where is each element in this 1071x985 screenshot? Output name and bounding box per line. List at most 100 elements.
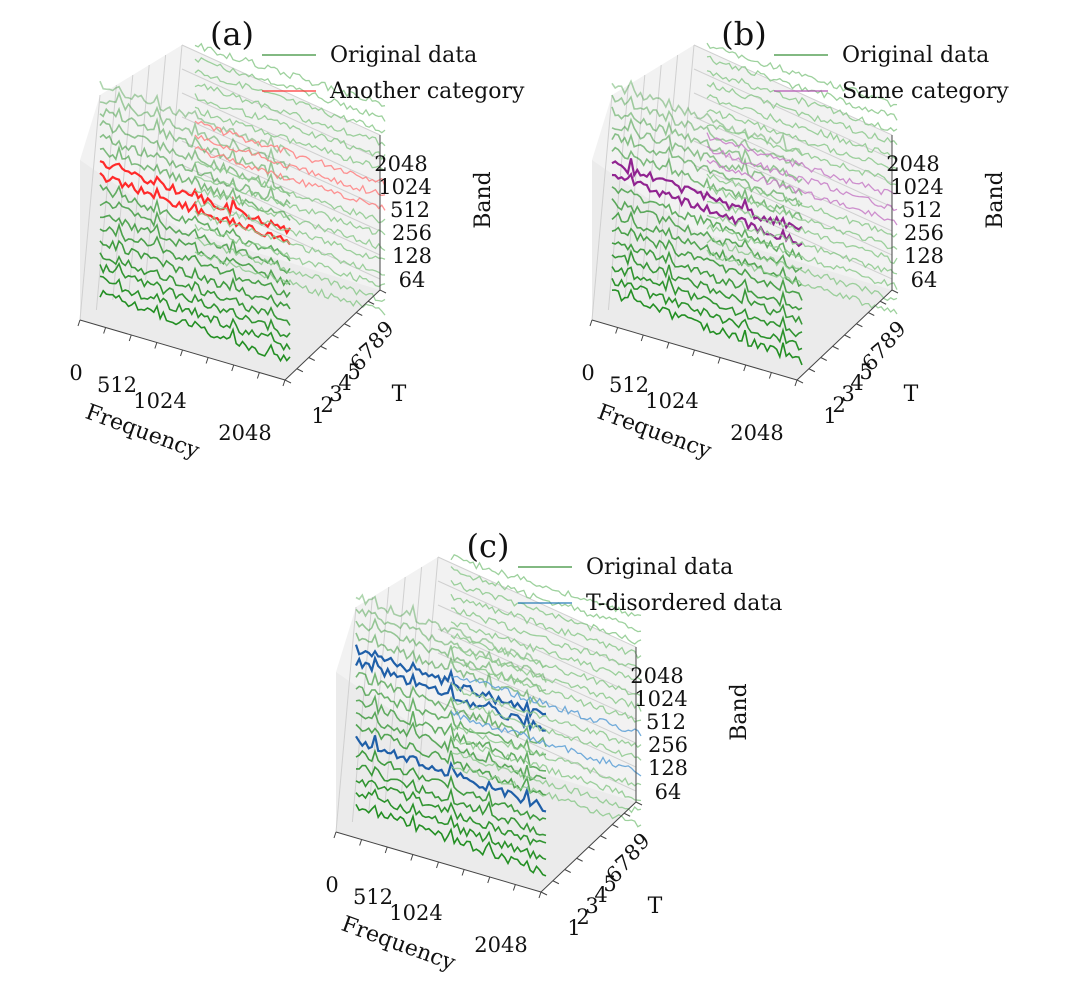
- original-series-line: [706, 70, 898, 132]
- original-series-line: [194, 251, 386, 316]
- t-tick-mark: [284, 379, 292, 384]
- band-tick-label: 256: [904, 221, 944, 245]
- t-axis-label: T: [392, 382, 407, 407]
- highlight-series-line: [450, 675, 642, 737]
- highlight-series-line: [194, 120, 386, 187]
- original-series-line: [450, 765, 642, 828]
- t-tick-label: 5: [859, 360, 872, 384]
- t-tick-mark: [320, 345, 327, 350]
- grid-line: [591, 94, 613, 321]
- grid-line: [181, 140, 381, 232]
- t-tick-mark: [308, 357, 315, 361]
- grid-line: [693, 116, 893, 208]
- band-axis-label: Band: [727, 683, 752, 741]
- original-series-line: [450, 683, 642, 749]
- original-series-line: [355, 748, 547, 822]
- frequency-tick-mark: [103, 327, 107, 334]
- t-tick-label: 4: [338, 371, 351, 395]
- t-tick-label: 1: [567, 916, 580, 940]
- original-series-line: [194, 106, 386, 171]
- frequency-tick-mark: [77, 319, 81, 327]
- highlight-series-line: [611, 158, 803, 231]
- frequency-tick-mark: [282, 379, 286, 387]
- frequency-tick-mark: [128, 334, 132, 342]
- highlight-series-line: [706, 159, 898, 226]
- band-tick-label: 128: [648, 756, 688, 780]
- original-series-line: [706, 109, 898, 172]
- floor-pane: [80, 160, 380, 380]
- t-tick-label: 4: [850, 371, 863, 395]
- original-series-line: [706, 185, 898, 250]
- original-series-line: [99, 261, 291, 338]
- original-series-line: [706, 124, 898, 186]
- t-tick-mark: [820, 357, 827, 361]
- band-tick-label: 2048: [374, 152, 427, 176]
- grid-line: [437, 652, 637, 744]
- original-series-line: [355, 694, 547, 772]
- grid-line: [335, 606, 357, 833]
- original-series-line: [450, 724, 642, 787]
- frequency-tick-mark: [384, 846, 388, 854]
- original-series-line: [355, 593, 547, 668]
- grid-line: [437, 580, 637, 672]
- original-series-line: [194, 188, 386, 252]
- original-series-line: [194, 210, 386, 276]
- band-tick-label: 512: [390, 198, 430, 222]
- frequency-tick-mark: [589, 319, 593, 327]
- original-series-line: [450, 645, 642, 712]
- highlight-series-line: [194, 134, 386, 197]
- band-tick-label: 2048: [630, 664, 683, 688]
- frequency-tick-label: 1024: [645, 389, 698, 413]
- t-tick-mark: [332, 334, 339, 339]
- frequency-tick-label: 512: [609, 373, 649, 397]
- grid-line: [161, 44, 183, 271]
- original-series-line: [99, 80, 291, 157]
- original-series-line: [355, 788, 547, 861]
- original-series-line: [99, 222, 291, 299]
- grid-line: [181, 92, 381, 184]
- t-axis-label: T: [648, 894, 663, 919]
- original-series-line: [450, 553, 642, 617]
- highlight-series-line: [706, 132, 898, 196]
- t-tick-mark: [540, 891, 548, 896]
- original-series-line: [450, 632, 642, 697]
- frequency-tick-mark: [487, 876, 491, 884]
- grid-line: [673, 44, 695, 271]
- frequency-tick-label: 1024: [389, 901, 442, 925]
- grid-line: [79, 94, 101, 321]
- frequency-tick-label: 0: [581, 361, 594, 385]
- band-tick-label: 512: [646, 710, 686, 734]
- band-tick-label: 64: [911, 268, 938, 292]
- original-series-line: [194, 93, 386, 161]
- legend-label: Original data: [842, 43, 989, 68]
- highlight-series-line: [450, 710, 642, 777]
- frequency-tick-label: 2048: [474, 933, 527, 957]
- original-series-line: [450, 621, 642, 681]
- highlight-series-line: [355, 735, 547, 813]
- panel-label: (b): [721, 15, 766, 53]
- highlight-series-line: [706, 145, 898, 212]
- original-series-line: [611, 288, 803, 366]
- t-tick-label: 2: [320, 393, 333, 417]
- t-tick-label: 3: [329, 382, 342, 406]
- original-series-line: [611, 186, 803, 261]
- original-series-line: [450, 737, 642, 802]
- legend-label: T-disordered data: [586, 591, 782, 616]
- legend-label: Another category: [329, 79, 525, 104]
- legend-label: Original data: [586, 555, 733, 580]
- panel-a: (a) Original data Another category 64128256…: [69, 15, 525, 464]
- t-tick-mark: [588, 846, 595, 851]
- original-series-line: [450, 580, 642, 645]
- original-series-line: [706, 223, 898, 290]
- original-series-line: [356, 764, 547, 837]
- t-tick-label: 1: [311, 404, 324, 428]
- original-series-line: [706, 173, 898, 238]
- frequency-tick-mark: [538, 891, 542, 899]
- frequency-tick-mark: [256, 372, 260, 379]
- band-tick-label: 128: [392, 244, 432, 268]
- grid-line: [437, 676, 637, 768]
- t-tick-mark: [367, 300, 375, 305]
